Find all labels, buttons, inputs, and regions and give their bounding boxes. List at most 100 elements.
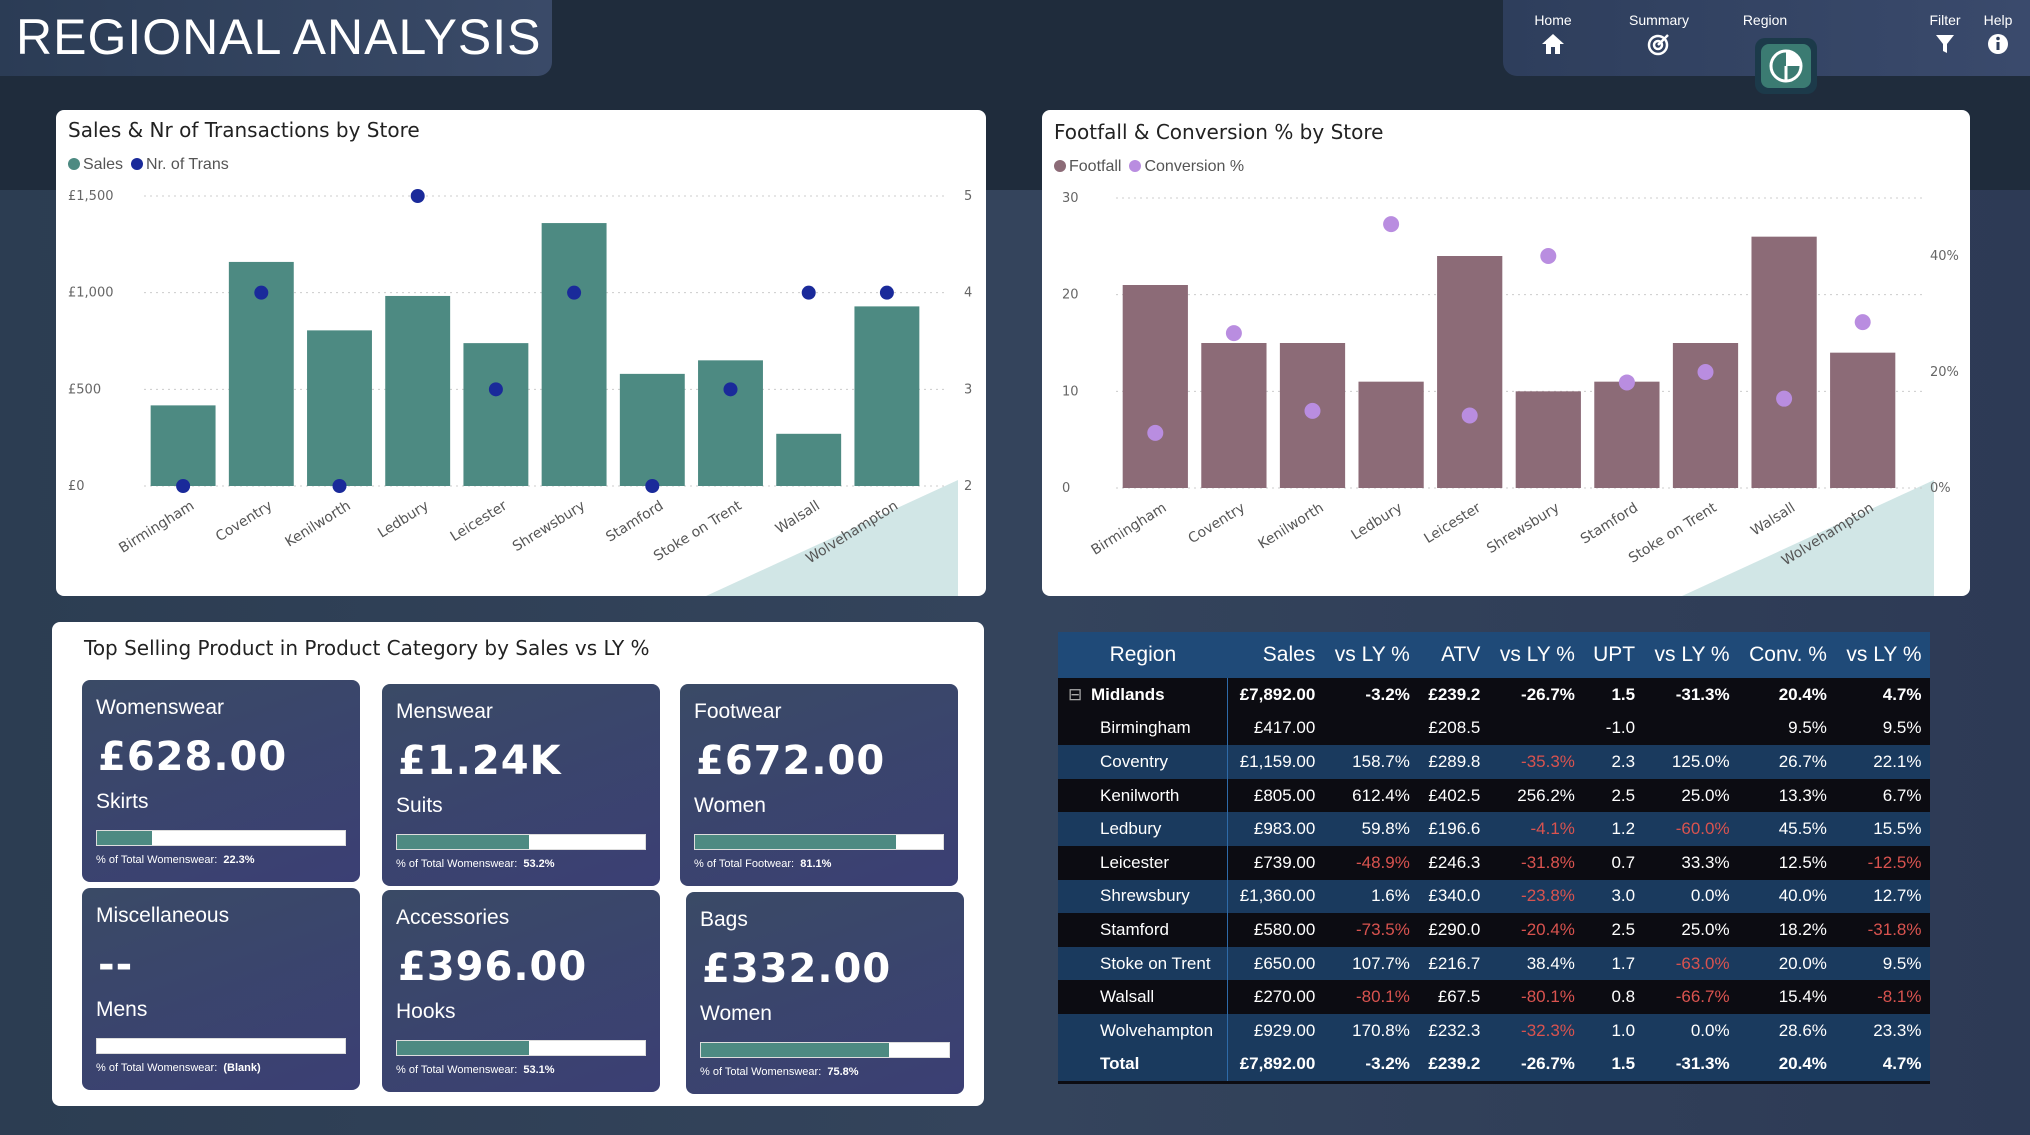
table-row[interactable]: Kenilworth £805.00 612.4% £402.5 256.2% 2.5 25… (1058, 778, 1930, 813)
column-header[interactable]: vs LY % (1834, 632, 1930, 678)
legend-label-footfall: Footfall (1069, 158, 1122, 175)
table-row[interactable]: Leicester £739.00 -48.9% £246.3 -31.8% 0.7 33.… (1058, 845, 1930, 880)
column-header[interactable]: ATV (1417, 632, 1489, 678)
point[interactable] (879, 285, 894, 300)
legend-item-trans[interactable]: Nr. of Trans (131, 156, 229, 174)
point[interactable] (176, 479, 191, 493)
table-row[interactable]: Walsall £270.00 -80.1% £67.5 -80.1% 0.8 -66.7%… (1058, 980, 1930, 1014)
bar[interactable] (1437, 256, 1503, 488)
point[interactable] (567, 285, 582, 300)
bar[interactable] (1751, 236, 1817, 488)
point[interactable] (645, 479, 660, 493)
column-header[interactable]: Conv. % (1737, 632, 1835, 678)
table-row[interactable]: Stoke on Trent £650.00 107.7% £216.7 38.4% 1.… (1058, 946, 1930, 981)
table-row[interactable]: Stamford £580.00 -73.5% £290.0 -20.4% 2.5 25.0… (1058, 913, 1930, 947)
product-card[interactable]: Womenswear £628.00 Skirts % of Total Wom… (82, 680, 360, 882)
bar[interactable] (698, 360, 763, 486)
point[interactable] (1304, 402, 1321, 419)
point[interactable] (254, 285, 269, 300)
bar[interactable] (619, 373, 685, 486)
table-cell: £417.00 (1227, 711, 1324, 746)
table-cell: -31.3% (1643, 1047, 1738, 1082)
product-card[interactable]: Miscellaneous -- Mens % of Total Womensw… (82, 888, 360, 1090)
y-tick-label: 30 (1062, 191, 1079, 206)
bar[interactable] (1201, 343, 1267, 488)
bar[interactable] (385, 295, 451, 486)
table-cell: 18.2% (1737, 913, 1835, 947)
row-label: Shrewsbury (1058, 879, 1229, 914)
point[interactable] (1461, 407, 1478, 424)
table-row[interactable]: Ledbury £983.00 59.8% £196.6 -4.1% 1.2 -60.0% 4… (1058, 812, 1930, 846)
column-header[interactable]: vs LY % (1323, 632, 1418, 678)
bar[interactable] (541, 223, 607, 487)
column-header[interactable]: UPT (1582, 632, 1644, 678)
nav-summary[interactable]: Summary (1619, 12, 1699, 56)
sales-chart-title: Sales & Nr of Transactions by Store (68, 118, 420, 142)
bar[interactable] (1122, 285, 1188, 488)
table-row[interactable]: ⊟ Midlands £7,892.00 -3.2% £239.2 -26.7% 1.5-… (1058, 678, 1930, 712)
table-row[interactable]: Coventry £1,159.00 158.7% £289.8 -35.3% 2.3 12… (1058, 745, 1930, 779)
legend-item-footfall[interactable]: Footfall (1054, 158, 1121, 176)
bar[interactable] (1358, 381, 1424, 488)
x-tick-label: Kenilworth (1255, 500, 1326, 553)
legend-item-conversion[interactable]: Conversion % (1129, 158, 1244, 176)
point[interactable] (1540, 248, 1557, 264)
nav-home[interactable]: Home (1513, 12, 1593, 56)
column-header[interactable]: Sales (1227, 632, 1324, 678)
sales-chart-card: Sales & Nr of Transactions by Store Sale… (56, 110, 986, 596)
point[interactable] (801, 285, 816, 300)
nav-region[interactable]: Region (1725, 12, 1805, 28)
x-tick-label: Stamford (1578, 500, 1641, 548)
table-row[interactable]: Total £7,892.00 -3.2% £239.2 -26.7% 1.5 -31.3%… (1058, 1047, 1930, 1082)
column-header[interactable]: vs LY % (1488, 632, 1583, 678)
nav-filter-label: Filter (1929, 12, 1961, 28)
bar[interactable] (150, 405, 216, 486)
collapse-icon[interactable]: ⊟ (1068, 684, 1087, 704)
point[interactable] (723, 382, 738, 397)
table-row[interactable]: Wolvehampton £929.00 170.8% £232.3 -32.3% 1.0… (1058, 1013, 1930, 1048)
x-tick-label: Ledbury (375, 498, 432, 542)
point[interactable] (1147, 424, 1164, 441)
table-cell: -1.0 (1582, 711, 1644, 746)
legend-item-sales[interactable]: Sales (68, 156, 123, 174)
nav-help[interactable]: Help (1958, 12, 2030, 56)
product-card[interactable]: Bags £332.00 Women % of Total Womenswear… (686, 892, 964, 1094)
point[interactable] (488, 382, 503, 397)
nav-filter[interactable]: Filter (1905, 12, 1985, 56)
info-icon (1988, 34, 2008, 54)
bar[interactable] (854, 306, 920, 486)
footfall-chart-legend: Footfall Conversion % (1054, 158, 1244, 176)
bar[interactable] (463, 343, 529, 486)
x-tick-label: Shrewsbury (510, 498, 588, 555)
point[interactable] (1383, 216, 1400, 233)
table-cell: £7,892.00 (1227, 678, 1324, 712)
product-name: Skirts (96, 790, 149, 813)
bar[interactable] (1594, 381, 1660, 488)
point[interactable] (1854, 314, 1871, 331)
bar[interactable] (307, 330, 372, 486)
point[interactable] (1776, 390, 1793, 407)
bar[interactable] (1830, 352, 1896, 488)
table-cell: £402.5 (1417, 778, 1489, 813)
legend-label-trans: Nr. of Trans (146, 156, 229, 173)
column-header[interactable]: Region (1058, 632, 1228, 678)
bar[interactable] (776, 433, 842, 486)
bar[interactable] (1515, 391, 1581, 488)
column-header[interactable]: vs LY % (1643, 632, 1738, 678)
y2-tick-label: 3 (964, 382, 972, 397)
product-card[interactable]: Menswear £1.24K Suits % of Total Womensw… (382, 684, 660, 886)
table-row[interactable]: Birmingham £417.00 £208.5 -1.0 9.5% 9.5% (1058, 711, 1930, 746)
product-sales-value: £396.00 (398, 944, 588, 990)
point[interactable] (332, 479, 347, 493)
point[interactable] (1697, 364, 1714, 380)
point[interactable] (1618, 374, 1635, 391)
region-active-button[interactable] (1755, 38, 1817, 94)
point[interactable] (410, 189, 425, 203)
point[interactable] (1225, 325, 1242, 342)
y2-tick-label: 5 (964, 189, 972, 204)
product-card[interactable]: Accessories £396.00 Hooks % of Total Wom… (382, 890, 660, 1092)
table-cell (1643, 711, 1738, 746)
table-row[interactable]: Shrewsbury £1,360.00 1.6% £340.0 -23.8% 3.0 0.… (1058, 879, 1930, 914)
product-card[interactable]: Footwear £672.00 Women % of Total Footwe… (680, 684, 958, 886)
table-cell: -31.8% (1488, 845, 1583, 880)
